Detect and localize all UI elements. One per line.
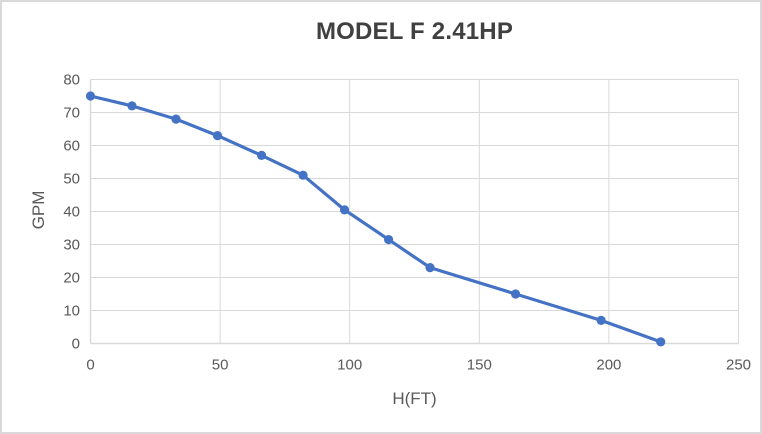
y-tick-label: 50 (63, 171, 80, 188)
series-line (88, 94, 663, 344)
y-tick-label: 0 (72, 336, 80, 353)
data-point-marker (256, 150, 267, 160)
data-point-marker (383, 234, 394, 245)
data-point-marker (212, 131, 223, 141)
x-tick-label: 0 (86, 357, 94, 374)
y-tick-label: 70 (63, 105, 80, 122)
y-tick-label: 30 (63, 237, 80, 254)
data-point-marker (298, 170, 308, 180)
x-tick-label: 50 (212, 357, 229, 374)
x-tick-label: 150 (467, 357, 492, 374)
data-point-marker (510, 289, 521, 299)
y-tick-label: 80 (63, 72, 80, 89)
data-point-marker (596, 315, 606, 325)
x-tick-label: 200 (596, 357, 621, 374)
y-tick-label: 40 (63, 204, 80, 221)
data-point-marker (425, 263, 435, 273)
data-point-marker (339, 205, 350, 215)
y-axis-title: GPM (29, 190, 48, 230)
data-point-marker (171, 114, 181, 124)
x-tick-label: 100 (337, 357, 362, 374)
y-tick-label: 60 (63, 138, 80, 155)
x-tick-label: 250 (726, 357, 751, 374)
data-point-marker (127, 101, 137, 111)
data-point-marker (85, 91, 96, 101)
chart-title: MODEL F 2.41HP (315, 18, 514, 45)
x-axis-title: H(FT) (392, 389, 437, 408)
data-point-marker (656, 337, 666, 347)
y-tick-label: 10 (63, 303, 80, 320)
y-tick-label: 20 (63, 270, 80, 287)
